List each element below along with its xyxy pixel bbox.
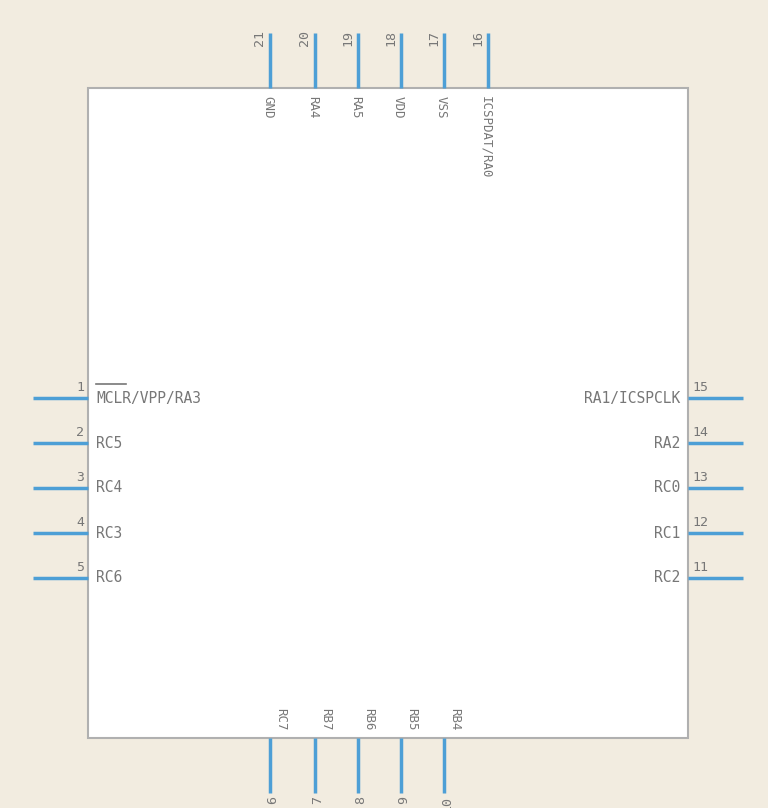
Text: 17: 17 — [427, 30, 440, 46]
Text: 18: 18 — [384, 30, 397, 46]
Text: 21: 21 — [253, 30, 266, 46]
Text: RC0: RC0 — [654, 481, 680, 495]
Text: 2: 2 — [76, 426, 84, 439]
Text: RA4: RA4 — [306, 96, 319, 119]
Bar — [88, 88, 688, 738]
Text: 10: 10 — [440, 796, 453, 808]
Text: 14: 14 — [692, 426, 708, 439]
Text: 15: 15 — [692, 381, 708, 394]
Text: 13: 13 — [692, 471, 708, 484]
Text: RB6: RB6 — [362, 708, 375, 730]
Text: 5: 5 — [76, 561, 84, 574]
Text: VSS: VSS — [435, 96, 448, 119]
Text: 9: 9 — [397, 796, 410, 804]
Text: 19: 19 — [341, 30, 354, 46]
Text: 11: 11 — [692, 561, 708, 574]
Text: 16: 16 — [471, 30, 484, 46]
Text: RB4: RB4 — [448, 708, 461, 730]
Text: 3: 3 — [76, 471, 84, 484]
Text: 7: 7 — [311, 796, 324, 804]
Text: RA2: RA2 — [654, 436, 680, 451]
Text: 8: 8 — [354, 796, 367, 804]
Text: RA1/ICSPCLK: RA1/ICSPCLK — [584, 390, 680, 406]
Text: 12: 12 — [692, 516, 708, 529]
Text: RC7: RC7 — [274, 708, 287, 730]
Text: 1: 1 — [76, 381, 84, 394]
Text: 6: 6 — [266, 796, 279, 804]
Text: RC3: RC3 — [96, 525, 122, 541]
Text: RB5: RB5 — [405, 708, 418, 730]
Text: ICSPDAT/RA0: ICSPDAT/RA0 — [479, 96, 492, 179]
Text: 4: 4 — [76, 516, 84, 529]
Text: GND: GND — [261, 96, 274, 119]
Text: RC4: RC4 — [96, 481, 122, 495]
Text: RC5: RC5 — [96, 436, 122, 451]
Text: RC1: RC1 — [654, 525, 680, 541]
Text: VDD: VDD — [392, 96, 405, 119]
Text: RB7: RB7 — [319, 708, 332, 730]
Text: RC2: RC2 — [654, 570, 680, 586]
Text: 20: 20 — [298, 30, 311, 46]
Text: MCLR/VPP/RA3: MCLR/VPP/RA3 — [96, 390, 201, 406]
Text: RA5: RA5 — [349, 96, 362, 119]
Text: RC6: RC6 — [96, 570, 122, 586]
